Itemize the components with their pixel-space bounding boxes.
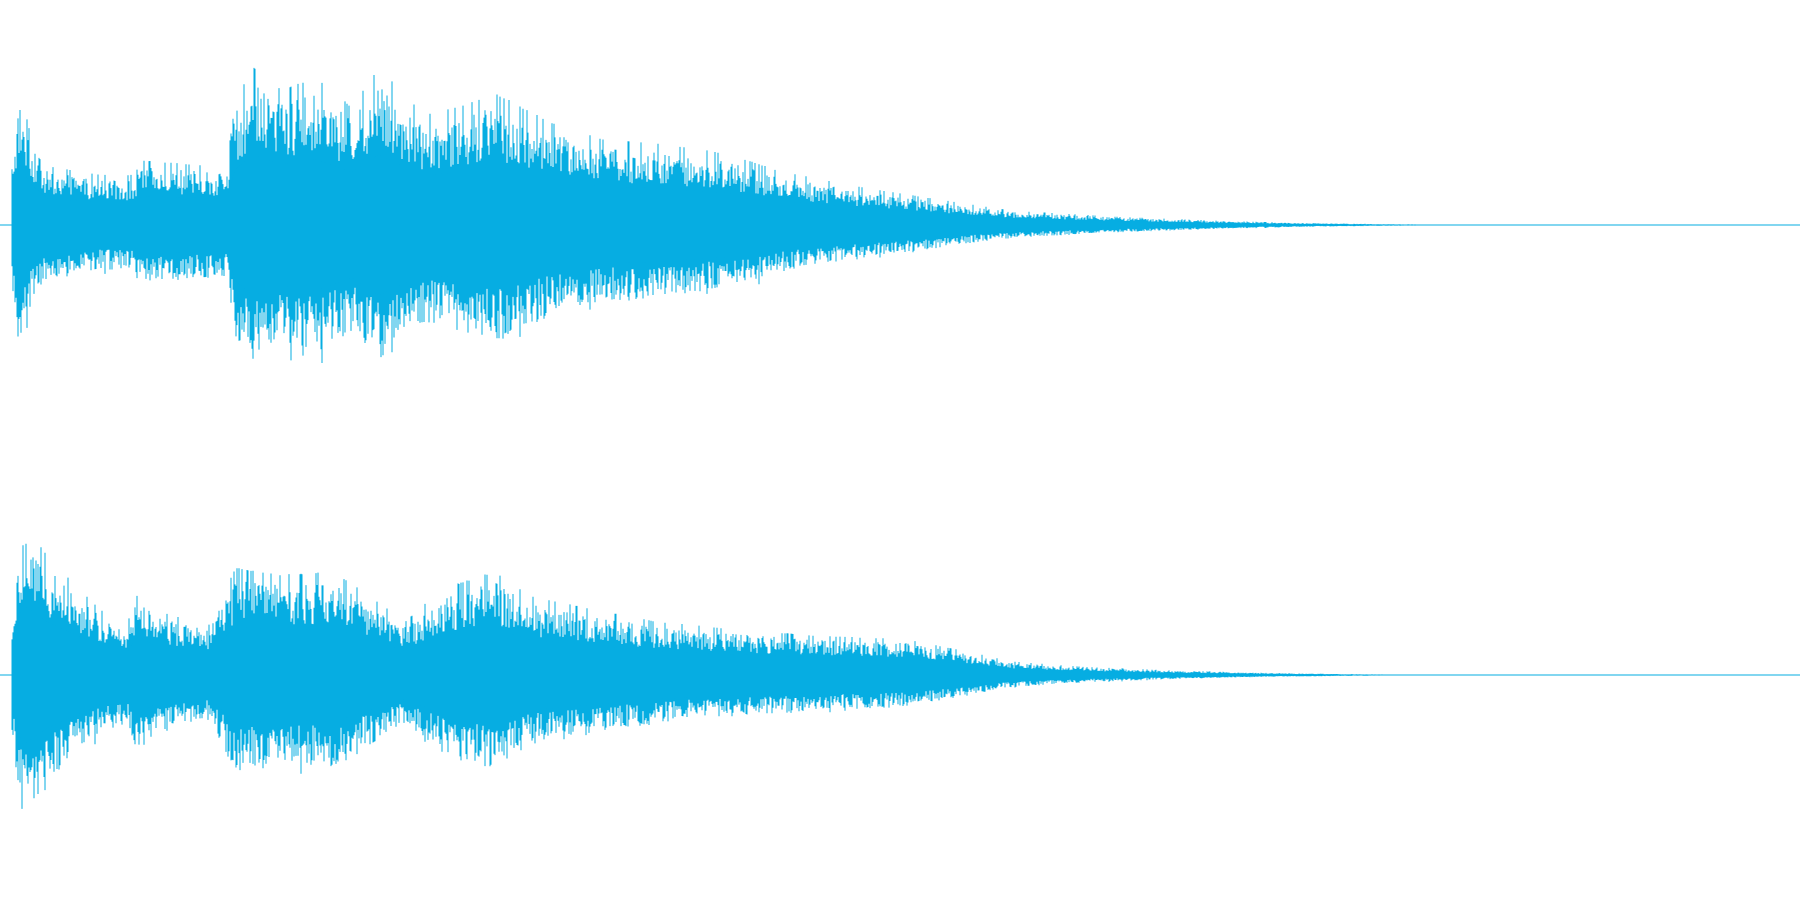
waveform-right-svg [0,543,1800,809]
waveform-left-svg [0,67,1800,363]
waveform-channel-left [0,50,1800,400]
waveform-channel-right [0,500,1800,850]
waveform-core [12,154,1798,296]
waveform-core [12,605,1798,745]
